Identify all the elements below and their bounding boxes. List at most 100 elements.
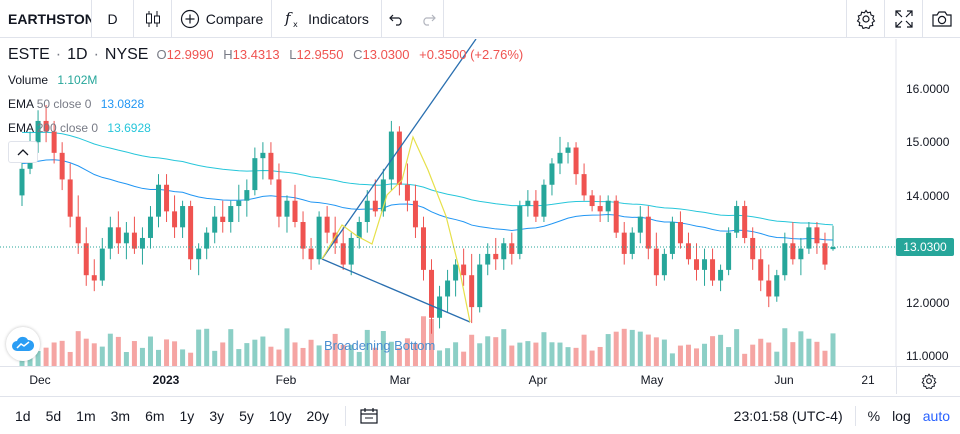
volume-bar xyxy=(156,349,162,366)
volume-bar xyxy=(613,331,619,366)
candle-body xyxy=(236,200,242,207)
volume-bar xyxy=(59,340,65,366)
candle-body xyxy=(147,216,153,238)
range-3y[interactable]: 3y xyxy=(209,407,225,424)
volume-bar xyxy=(412,343,418,366)
tradingview-logo[interactable] xyxy=(6,327,40,361)
range-3m[interactable]: 3m xyxy=(110,407,131,424)
candle-body xyxy=(308,248,314,260)
bottom-right: 23:01:58 (UTC-4) % log auto xyxy=(734,397,960,434)
range-6m[interactable]: 6m xyxy=(145,407,165,424)
volume-bar xyxy=(107,333,113,366)
candle-body xyxy=(814,227,820,244)
percent-toggle[interactable]: % xyxy=(867,407,881,424)
symbol-search-button[interactable]: EARTHSTONE xyxy=(0,0,92,38)
volume-bar xyxy=(75,331,81,366)
log-toggle[interactable]: log xyxy=(892,407,911,424)
volume-bar xyxy=(469,334,475,366)
legend-change: +0.3500 (+2.76%) xyxy=(419,47,524,62)
candle-body xyxy=(509,243,515,254)
calendar-range-icon[interactable] xyxy=(360,407,378,424)
candle-body xyxy=(107,227,113,249)
candle-body xyxy=(702,259,708,270)
candle-body xyxy=(292,200,298,222)
volume-bar xyxy=(461,351,467,366)
legend-high: 13.4313 xyxy=(232,47,280,62)
auto-toggle[interactable]: auto xyxy=(922,407,950,424)
candle-body xyxy=(99,248,105,281)
volume-bar xyxy=(549,342,555,366)
candle-body xyxy=(19,168,25,196)
candle-body xyxy=(380,179,386,212)
volume-bar xyxy=(300,347,306,366)
redo-icon[interactable] xyxy=(420,12,436,26)
axis-settings-button[interactable] xyxy=(896,366,960,394)
legend-symbol[interactable]: ESTE xyxy=(8,46,50,63)
candle-body xyxy=(541,184,547,217)
volume-bar xyxy=(589,350,595,366)
volume-bar xyxy=(388,341,394,366)
volume-bar xyxy=(541,332,547,366)
legend-collapse-button[interactable] xyxy=(8,141,38,163)
legend-open: 12.9990 xyxy=(166,47,214,62)
snapshot-button[interactable] xyxy=(922,0,960,38)
candle-body xyxy=(653,248,659,276)
candle-body xyxy=(677,222,683,244)
volume-bar xyxy=(131,341,137,366)
range-5d[interactable]: 5d xyxy=(45,407,62,424)
volume-bar xyxy=(396,347,402,366)
range-20y[interactable]: 20y xyxy=(306,407,330,424)
volume-bar xyxy=(677,345,683,366)
volume-bar xyxy=(477,343,483,366)
volume-bar xyxy=(43,347,49,366)
pattern-lower-line[interactable] xyxy=(321,258,471,323)
candle-body xyxy=(180,206,186,228)
volume-bar xyxy=(637,331,643,366)
fullscreen-button[interactable] xyxy=(884,0,922,38)
candle-body xyxy=(774,275,780,297)
candle-body xyxy=(573,147,579,175)
range-1d[interactable]: 1d xyxy=(15,407,31,424)
volume-bar xyxy=(212,350,218,366)
settings-button[interactable] xyxy=(846,0,884,38)
ema50-legend[interactable]: EMA 50 close 0 13.0828 xyxy=(8,97,145,111)
volume-bar xyxy=(316,345,322,366)
price-tick: 15.0000 xyxy=(906,135,950,149)
candle-body xyxy=(718,269,724,281)
toolbar-right xyxy=(846,0,960,38)
volume-legend[interactable]: Volume 1.102M xyxy=(8,73,98,87)
volume-bar xyxy=(83,338,89,366)
price-chart[interactable] xyxy=(0,39,960,366)
volume-bar xyxy=(758,338,764,366)
candle-body xyxy=(549,163,555,185)
legend-low: 12.9550 xyxy=(296,47,344,62)
range-1m[interactable]: 1m xyxy=(76,407,96,424)
compare-button[interactable]: Compare xyxy=(172,0,272,38)
chart-type-button[interactable] xyxy=(134,0,172,38)
time-axis[interactable]: Dec 2023 Feb Mar Apr May Jun 21 xyxy=(0,366,896,395)
cloud-chart-icon xyxy=(12,336,35,351)
candle-body xyxy=(445,280,451,297)
last-price-badge: 13.0300 xyxy=(896,238,954,256)
volume-bar xyxy=(260,336,266,366)
clock[interactable]: 23:01:58 (UTC-4) xyxy=(733,407,843,424)
range-10y[interactable]: 10y xyxy=(268,407,292,424)
interval-button[interactable]: D xyxy=(92,0,134,38)
candle-body xyxy=(469,275,475,308)
candle-body xyxy=(252,158,258,191)
price-tick: 14.0000 xyxy=(906,189,950,203)
range-5y[interactable]: 5y xyxy=(239,407,254,424)
ema200-legend[interactable]: EMA 200 close 0 13.6928 xyxy=(8,121,151,135)
volume-bar xyxy=(356,351,362,366)
range-1y[interactable]: 1y xyxy=(179,407,195,424)
pattern-label: Broadening Bottom xyxy=(324,338,436,353)
pattern-upper-line[interactable] xyxy=(321,39,477,260)
undo-icon[interactable] xyxy=(389,12,405,26)
time-tick: Mar xyxy=(389,373,411,387)
candle-body xyxy=(388,131,394,180)
candle-body xyxy=(196,248,202,260)
candle-body xyxy=(324,216,330,233)
candle-body xyxy=(605,200,611,212)
